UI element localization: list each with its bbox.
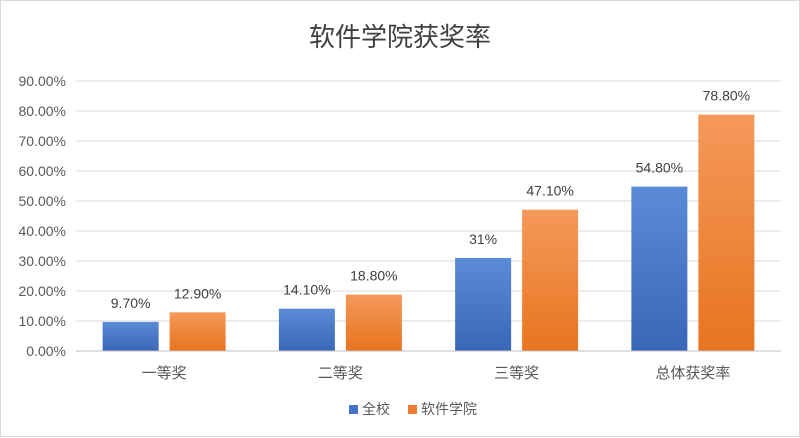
data-label: 9.70% bbox=[111, 295, 151, 311]
data-labels: 9.70% 12.90% 14.10% 18.80% 31% 47.10% 54.80% 78… bbox=[111, 88, 750, 311]
legend: 全校 软件学院 bbox=[349, 401, 477, 418]
bar-software bbox=[169, 312, 226, 351]
y-tick-label: 20.00% bbox=[19, 283, 66, 299]
data-label: 31% bbox=[469, 231, 497, 247]
y-tick-label: 80.00% bbox=[19, 103, 66, 119]
bar-school bbox=[631, 186, 688, 351]
x-category-label: 一等奖 bbox=[142, 364, 187, 382]
y-tick-label: 90.00% bbox=[19, 73, 66, 89]
y-axis: 0.00% 10.00% 20.00% 30.00% 40.00% 50.00% 60.00… bbox=[19, 73, 66, 359]
data-label: 18.80% bbox=[350, 268, 397, 284]
bar-software bbox=[522, 209, 579, 351]
bar-school bbox=[455, 258, 512, 351]
legend-swatch-school bbox=[349, 405, 358, 414]
y-tick-label: 30.00% bbox=[19, 253, 66, 269]
chart-title: 软件学院获奖率 bbox=[309, 23, 491, 53]
data-label: 47.10% bbox=[526, 183, 573, 199]
legend-label: 软件学院 bbox=[421, 402, 477, 418]
bar-school bbox=[278, 308, 335, 351]
y-tick-label: 70.00% bbox=[19, 133, 66, 149]
data-label: 14.10% bbox=[283, 282, 330, 298]
x-axis: 一等奖 二等奖 三等奖 总体获奖率 bbox=[76, 350, 781, 382]
data-label: 12.90% bbox=[174, 285, 221, 301]
bar-software bbox=[698, 114, 755, 351]
y-tick-label: 0.00% bbox=[26, 343, 66, 359]
bar-school bbox=[102, 321, 159, 351]
bar-software bbox=[345, 294, 402, 351]
data-label: 78.80% bbox=[703, 88, 750, 104]
x-category-label: 二等奖 bbox=[318, 364, 363, 382]
y-tick-label: 10.00% bbox=[19, 313, 66, 329]
x-category-label: 三等奖 bbox=[494, 364, 539, 382]
x-category-label: 总体获奖率 bbox=[655, 364, 730, 382]
data-label: 54.80% bbox=[636, 160, 683, 176]
legend-label: 全校 bbox=[362, 401, 390, 418]
y-tick-label: 60.00% bbox=[19, 163, 66, 179]
y-tick-label: 50.00% bbox=[19, 193, 66, 209]
y-tick-label: 40.00% bbox=[19, 223, 66, 239]
bars bbox=[102, 114, 755, 351]
legend-swatch-software bbox=[408, 405, 417, 414]
